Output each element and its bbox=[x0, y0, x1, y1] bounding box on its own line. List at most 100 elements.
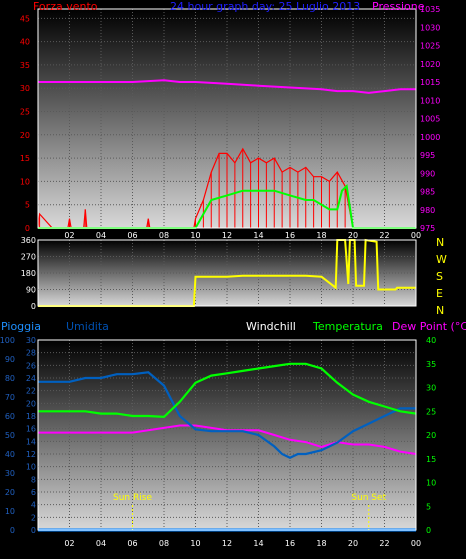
pressure-tick-label: 1035 bbox=[420, 5, 440, 14]
compass-label: W bbox=[436, 253, 447, 266]
wind-title: Forza vento bbox=[33, 0, 98, 13]
rain-tick-label: 24 bbox=[26, 374, 36, 383]
direction-tick-label: 0 bbox=[31, 302, 36, 311]
wind-tick-label: 5 bbox=[25, 201, 30, 210]
x-tick-label: 10 bbox=[190, 231, 200, 240]
sunrise-label: Sun Rise bbox=[113, 493, 152, 503]
wind-tick-label: 35 bbox=[20, 61, 30, 70]
temperature-tick-label: 35 bbox=[426, 360, 436, 369]
x-tick-label: 10 bbox=[190, 539, 200, 548]
x-tick-label: 12 bbox=[222, 539, 232, 548]
x-tick-label: 16 bbox=[285, 539, 295, 548]
wind-left-ticks: 0 5 10 15 20 25 30 35 40 45 bbox=[20, 14, 30, 233]
temperature-tick-label: 0 bbox=[426, 526, 431, 535]
x-tick-label: 16 bbox=[285, 231, 295, 240]
wind-tick-label: 40 bbox=[20, 38, 30, 47]
rain-tick-label: 2 bbox=[31, 513, 36, 522]
temperature-panel: Sun Rise Sun Set 0102030405060708090100 … bbox=[0, 320, 466, 548]
rain-title: Pioggia bbox=[1, 320, 41, 333]
temperature-tick-label: 10 bbox=[426, 479, 436, 488]
windchill-title: Windchill bbox=[246, 320, 296, 333]
wind-tick-label: 10 bbox=[20, 177, 30, 186]
direction-tick-label: 270 bbox=[21, 253, 36, 262]
chart-title: 24 hour graph day: 25 Luglio 2013 bbox=[170, 0, 360, 13]
temperature-tick-label: 20 bbox=[426, 431, 436, 440]
humidity-tick-label: 20 bbox=[5, 488, 15, 497]
temperature-plot-area bbox=[38, 340, 416, 530]
humidity-tick-label: 30 bbox=[5, 469, 15, 478]
humidity-tick-label: 10 bbox=[5, 507, 15, 516]
rain-tick-label: 16 bbox=[26, 425, 36, 434]
gust-line bbox=[38, 184, 416, 229]
temperature-line bbox=[38, 362, 417, 419]
x-tick-label: 04 bbox=[96, 539, 106, 548]
x-tick-label: 12 bbox=[222, 231, 232, 240]
humidity-tick-label: 70 bbox=[5, 393, 15, 402]
pressure-tick-label: 980 bbox=[420, 206, 435, 215]
pressure-tick-label: 995 bbox=[420, 151, 435, 160]
humidity-tick-label: 100 bbox=[0, 336, 15, 345]
compass-label: N bbox=[436, 236, 444, 249]
pressure-tick-label: 1000 bbox=[420, 133, 440, 142]
pressure-tick-label: 1005 bbox=[420, 115, 440, 124]
rain-tick-label: 26 bbox=[26, 361, 36, 370]
wind-tick-label: 45 bbox=[20, 14, 30, 23]
humidity-ticks: 0 10 20 30 40 50 60 70 80 90 100 bbox=[0, 336, 15, 535]
rain-tick-label: 20 bbox=[26, 399, 36, 408]
dewpoint-line bbox=[38, 424, 417, 455]
humidity-title: Umidita bbox=[66, 320, 109, 333]
x-tick-label: 06 bbox=[127, 231, 137, 240]
pressure-tick-label: 1030 bbox=[420, 23, 440, 32]
pressure-tick-label: 1015 bbox=[420, 78, 440, 87]
direction-tick-label: 90 bbox=[26, 286, 36, 295]
humidity-line bbox=[38, 371, 416, 460]
wind-line bbox=[37, 147, 416, 229]
compass-label: E bbox=[436, 287, 443, 300]
x-tick-label: 20 bbox=[348, 539, 358, 548]
temperature-tick-label: 30 bbox=[426, 384, 436, 393]
temperature-right-ticks: 0 5 10 15 20 25 30 35 40 bbox=[426, 336, 436, 535]
dewpoint-title: Dew Point (°C) bbox=[392, 320, 466, 333]
direction-left-ticks: 0 90 180 270 360 bbox=[21, 236, 36, 311]
x-tick-label: 20 bbox=[348, 231, 358, 240]
temperature-title: Temperatura bbox=[312, 320, 383, 333]
rain-tick-label: 6 bbox=[31, 488, 36, 497]
rain-tick-label: 14 bbox=[26, 437, 36, 446]
temperature-tick-label: 40 bbox=[426, 336, 436, 345]
x-tick-label: 22 bbox=[379, 231, 389, 240]
wind-tick-label: 20 bbox=[20, 131, 30, 140]
x-tick-label: 18 bbox=[316, 231, 326, 240]
direction-tick-label: 180 bbox=[21, 269, 36, 278]
temperature-plot-border bbox=[37, 339, 417, 531]
temperature-x-ticks: 02 04 06 08 10 12 14 16 18 20 22 00 bbox=[64, 539, 421, 548]
humidity-tick-label: 40 bbox=[5, 450, 15, 459]
pressure-line bbox=[38, 79, 416, 94]
wind-tick-label: 0 bbox=[25, 224, 30, 233]
rain-tick-label: 0 bbox=[31, 526, 36, 535]
pressure-tick-label: 985 bbox=[420, 188, 435, 197]
direction-tick-label: 360 bbox=[21, 236, 36, 245]
x-tick-label: 04 bbox=[96, 231, 106, 240]
x-tick-label: 08 bbox=[159, 231, 169, 240]
pressure-tick-label: 1025 bbox=[420, 42, 440, 51]
pressure-right-ticks: 975 980 985 990 995 1000 1005 1010 1015 1020 1025 1… bbox=[420, 5, 440, 233]
rain-tick-label: 18 bbox=[26, 412, 36, 421]
compass-label: N bbox=[436, 304, 444, 317]
x-tick-label: 14 bbox=[253, 231, 263, 240]
x-tick-label: 22 bbox=[379, 539, 389, 548]
wind-tick-label: 15 bbox=[20, 154, 30, 163]
humidity-tick-label: 0 bbox=[10, 526, 15, 535]
x-tick-label: 00 bbox=[411, 231, 421, 240]
x-tick-label: 18 bbox=[316, 539, 326, 548]
wind-plot-border bbox=[37, 8, 417, 229]
temperature-tick-label: 15 bbox=[426, 455, 436, 464]
humidity-tick-label: 50 bbox=[5, 431, 15, 440]
pressure-tick-label: 975 bbox=[420, 224, 435, 233]
humidity-tick-label: 90 bbox=[5, 355, 15, 364]
rain-tick-label: 4 bbox=[31, 501, 36, 510]
